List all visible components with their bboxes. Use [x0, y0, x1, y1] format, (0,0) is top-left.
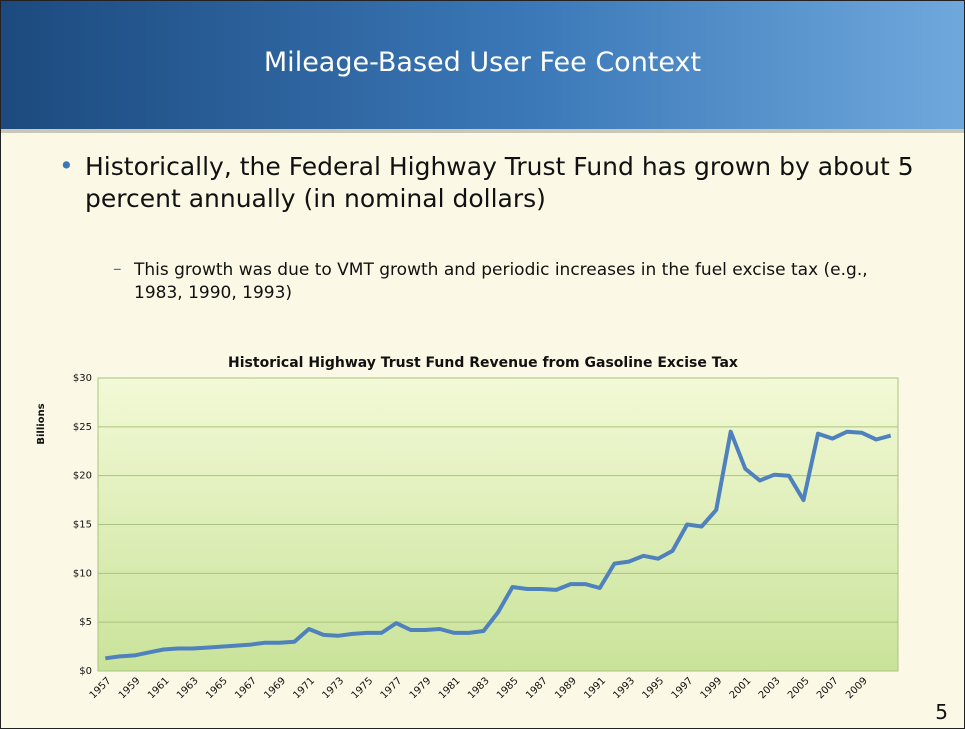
x-tick-label: 1989	[553, 675, 579, 701]
x-tick-label: 1985	[495, 675, 521, 701]
x-tick-label: 2005	[786, 675, 812, 701]
slide-number: 5	[935, 700, 948, 724]
x-tick-label: 2007	[815, 675, 841, 701]
y-axis-label: Billions	[36, 403, 47, 444]
x-tick-label: 1995	[640, 675, 666, 701]
x-tick-label: 1975	[350, 675, 376, 701]
y-tick-label: $20	[73, 471, 92, 482]
x-tick-label: 1961	[146, 675, 172, 701]
x-tick-label: 1981	[437, 675, 463, 701]
x-tick-label: 1999	[699, 675, 725, 701]
x-tick-label: 1991	[582, 675, 608, 701]
x-tick-label: 1963	[175, 675, 201, 701]
x-tick-label: 1965	[204, 675, 230, 701]
line-series	[105, 429, 892, 661]
x-tick-label: 1973	[320, 675, 346, 701]
x-tick-label: 1979	[408, 675, 434, 701]
x-tick-label: 1977	[379, 675, 405, 701]
chart-title: Historical Highway Trust Fund Revenue fr…	[228, 355, 738, 371]
y-tick-label: $0	[79, 666, 92, 677]
y-tick-label: $5	[79, 617, 92, 628]
bullet-marker: –	[113, 259, 122, 279]
x-tick-label: 1993	[611, 675, 637, 701]
y-tick-label: $30	[73, 373, 92, 384]
header: Mileage-Based User Fee Context	[1, 1, 964, 133]
x-tick-label: 1987	[524, 675, 550, 701]
sub-bullet: This growth was due to VMT growth and pe…	[134, 260, 868, 303]
x-tick-label: 2003	[757, 675, 783, 701]
bullet-marker: •	[59, 151, 74, 180]
x-tick-label: 1969	[262, 675, 288, 701]
x-tick-label: 1971	[291, 675, 317, 701]
y-tick-label: $10	[73, 568, 92, 579]
x-tick-label: 1967	[233, 675, 259, 701]
x-tick-label: 1997	[670, 675, 696, 701]
bullet: Historically, the Federal Highway Trust …	[85, 152, 914, 213]
x-tick-label: 1957	[88, 675, 114, 701]
slide-title: Mileage-Based User Fee Context	[263, 47, 702, 78]
y-tick-label: $25	[73, 422, 92, 433]
x-tick-label: 2001	[728, 675, 754, 701]
x-tick-label: 2009	[844, 675, 870, 701]
x-tick-label: 1983	[466, 675, 492, 701]
y-tick-label: $15	[73, 520, 92, 531]
x-tick-label: 1959	[117, 675, 143, 701]
